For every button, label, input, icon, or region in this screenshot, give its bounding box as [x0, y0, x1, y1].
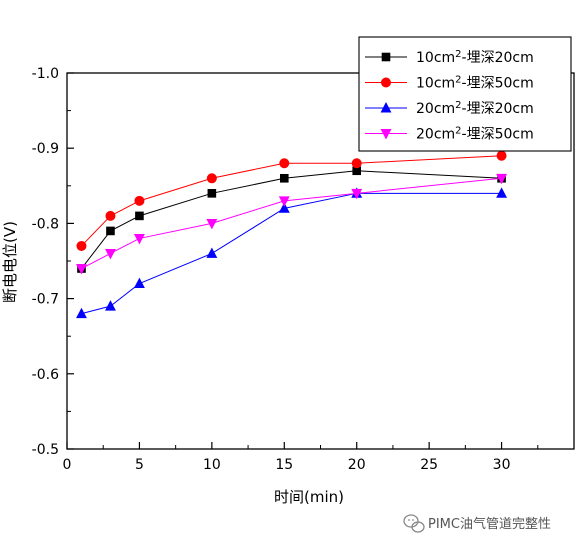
x-tick-label: 20 — [348, 457, 366, 473]
data-point — [496, 173, 508, 185]
legend-label: 20cm2-埋深50cm — [416, 125, 534, 143]
legend-item: 20cm2-埋深20cm — [365, 100, 534, 118]
data-point — [76, 240, 87, 251]
series — [76, 173, 508, 275]
legend-label: 10cm2-埋深20cm — [416, 49, 534, 67]
x-tick-label: 5 — [135, 457, 144, 473]
y-tick-label: -0.5 — [32, 442, 59, 458]
legend-box — [358, 36, 572, 152]
data-point — [105, 249, 116, 260]
watermark: PIMC油气管道完整性 — [403, 514, 551, 533]
y-tick-label: -0.6 — [32, 367, 59, 383]
data-point — [381, 52, 391, 62]
data-point — [206, 218, 218, 230]
series — [76, 150, 507, 251]
x-tick-label: 0 — [63, 457, 72, 473]
data-point — [351, 158, 362, 169]
series-line — [81, 192, 502, 315]
x-tick-label: 10 — [203, 457, 221, 473]
data-point — [279, 173, 289, 183]
data-point — [133, 277, 145, 289]
data-point — [279, 158, 290, 169]
data-point — [380, 102, 392, 113]
data-point — [380, 129, 392, 140]
data-point — [381, 77, 391, 88]
data-point — [134, 195, 145, 206]
x-axis-label: 时间(min) — [274, 488, 344, 506]
x-tick-label: 25 — [420, 457, 438, 473]
wechat-icon — [403, 514, 425, 533]
legend-item: 20cm2-埋深50cm — [365, 125, 534, 143]
series — [77, 166, 506, 273]
data-point — [76, 264, 87, 275]
data-point — [278, 196, 290, 207]
series-line — [81, 155, 502, 247]
data-point — [106, 226, 115, 236]
y-axis-label: 断电电位(V) — [1, 221, 19, 303]
y-tick-label: -0.8 — [32, 216, 59, 232]
legend-item: 10cm2-埋深20cm — [365, 49, 534, 67]
legend-item: 10cm2-埋深50cm — [365, 74, 534, 92]
data-point — [206, 173, 217, 184]
data-point — [105, 210, 116, 221]
data-point — [76, 307, 87, 319]
data-point — [207, 189, 217, 198]
legend-label: 20cm2-埋深20cm — [416, 100, 534, 118]
x-tick-label: 30 — [493, 457, 511, 473]
data-point — [278, 202, 290, 213]
data-point — [352, 166, 362, 176]
data-point — [135, 211, 144, 221]
legend-label: 10cm2-埋深50cm — [416, 74, 534, 92]
series — [76, 187, 508, 319]
data-point — [351, 188, 363, 200]
data-point — [105, 300, 116, 311]
data-point — [496, 150, 507, 161]
series-line — [81, 170, 502, 269]
data-point — [206, 247, 218, 258]
data-point — [133, 233, 145, 245]
watermark-text: PIMC油气管道完整性 — [428, 516, 551, 532]
y-tick-label: -1.0 — [32, 66, 59, 82]
y-tick-label: -0.7 — [32, 292, 59, 308]
x-tick-label: 15 — [275, 457, 293, 473]
data-point — [496, 187, 508, 198]
series-line — [81, 177, 502, 269]
y-tick-label: -0.9 — [32, 141, 59, 157]
